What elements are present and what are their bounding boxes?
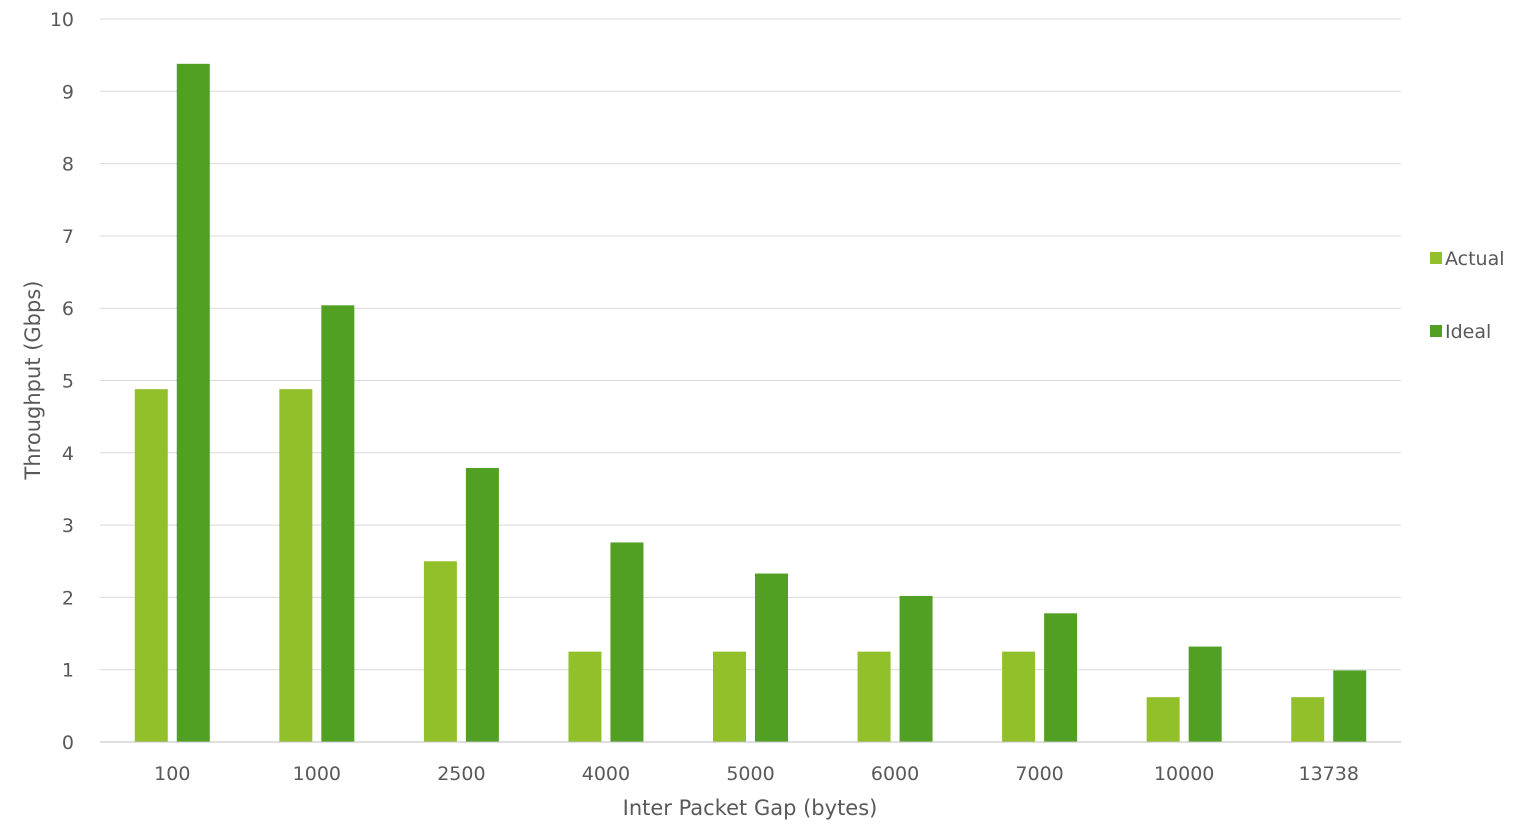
bar-actual-2500 [423,561,457,742]
y-tick-label: 5 [62,371,74,393]
legend-swatch-ideal [1430,325,1442,337]
y-tick-label: 7 [62,226,74,248]
y-tick-label: 3 [62,515,74,537]
x-tick-label: 1000 [293,763,341,785]
legend: Actual Ideal [1430,248,1505,343]
x-tick-label: 6000 [871,763,919,785]
bar-ideal-2500 [465,467,499,742]
bar-actual-100 [134,389,168,742]
y-tick-label: 8 [62,154,74,176]
legend-label-actual: Actual [1445,248,1505,270]
bar-actual-6000 [857,651,891,742]
bar-ideal-4000 [610,542,644,742]
y-tick-label: 2 [62,587,74,609]
axes: 0 1 2 3 4 5 6 7 8 9 10 100 1000 2500 4000 5000 6000 7000 1… [50,9,1401,785]
legend-swatch-actual [1430,252,1442,264]
y-tick-label: 6 [62,298,74,320]
bar-ideal-6000 [899,595,933,742]
x-tick-label: 4000 [582,763,630,785]
y-axis-title: Throughput (Gbps) [21,281,45,481]
x-tick-label: 100 [154,763,190,785]
y-tick-label: 4 [62,443,74,465]
x-tick-label: 7000 [1015,763,1063,785]
y-tick-label: 10 [50,9,74,31]
bar-actual-1000 [279,389,313,742]
bar-ideal-13738 [1333,670,1367,742]
bar-ideal-5000 [755,573,788,742]
x-axis-title: Inter Packet Gap (bytes) [623,796,878,820]
bars [134,63,1367,743]
bar-ideal-100 [176,63,210,743]
bar-ideal-7000 [1044,613,1078,742]
x-tick-label: 10000 [1154,763,1214,785]
bar-actual-4000 [568,651,602,742]
x-tick-label: 2500 [437,763,485,785]
x-tick-label: 5000 [726,763,774,785]
x-tick-label: 13738 [1298,763,1358,785]
y-tick-label: 0 [62,732,74,754]
bar-ideal-10000 [1188,646,1222,742]
bar-actual-7000 [1002,651,1036,742]
legend-label-ideal: Ideal [1445,321,1491,343]
bar-actual-5000 [713,651,746,742]
bar-actual-10000 [1146,697,1180,742]
bar-ideal-1000 [321,305,355,742]
y-tick-label: 1 [62,660,74,682]
y-tick-label: 9 [62,81,74,103]
gridlines [100,18,1401,671]
bar-actual-13738 [1291,697,1325,742]
